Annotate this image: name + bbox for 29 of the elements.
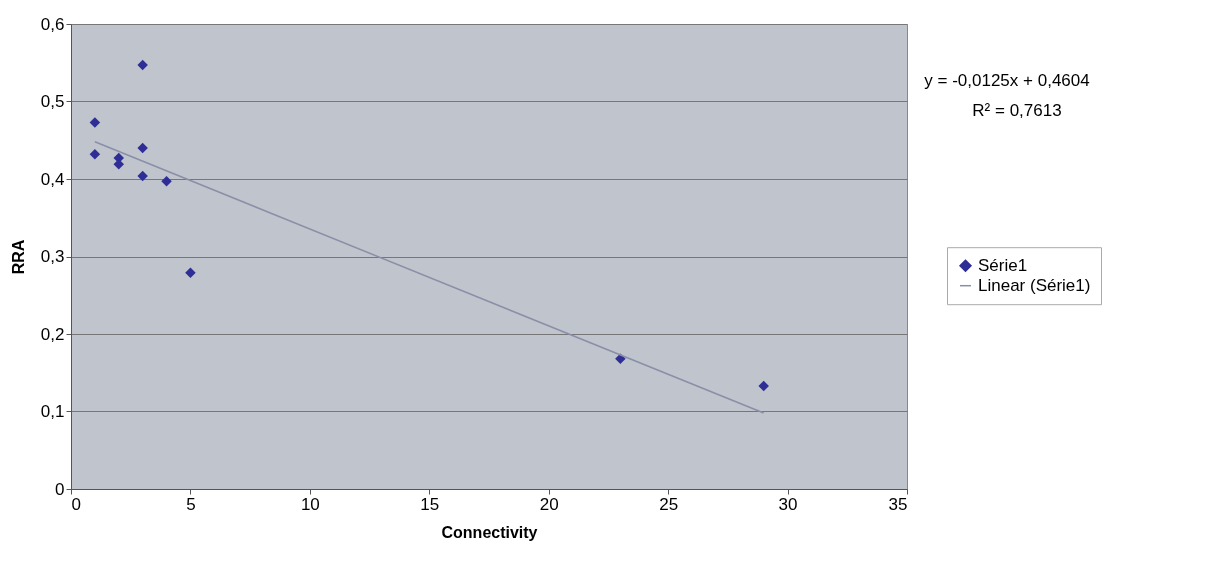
- y-tick-label: 0,1: [40, 402, 65, 421]
- x-tick-label: 25: [659, 494, 679, 514]
- x-tick-label: 10: [300, 494, 320, 514]
- x-tick-label: 15: [420, 494, 440, 514]
- point: [137, 170, 148, 182]
- y-tick-label: 0,3: [40, 247, 65, 266]
- x-tick-label: 0: [71, 494, 81, 514]
- y-tick-label: 0: [55, 479, 65, 499]
- y-tick-label: 0,5: [40, 92, 65, 111]
- text: y = -0,0125x + 0,4604: [924, 71, 1090, 90]
- text: R² = 0,7613: [972, 101, 1062, 120]
- y-tick-label: 0,2: [40, 324, 65, 344]
- point: [137, 142, 148, 154]
- x-tick-label: 5: [186, 494, 196, 514]
- legend-label: Linear (Série1): [978, 275, 1091, 295]
- point: [89, 117, 101, 128]
- point: [137, 59, 148, 71]
- legend-label: Série1: [978, 255, 1028, 275]
- point: [161, 176, 172, 187]
- y-tick-label: 0,6: [40, 14, 65, 34]
- x-tick-label: 30: [778, 494, 798, 514]
- y-tick-label: 0,4: [40, 169, 65, 189]
- point: [185, 267, 196, 279]
- x-axis-title: Connectivity: [441, 523, 538, 541]
- y-axis-title: RRA: [9, 239, 27, 275]
- x-tick-label: 20: [539, 494, 559, 514]
- point: [758, 380, 769, 392]
- x-tick-label: 35: [888, 494, 908, 514]
- point: [89, 148, 101, 160]
